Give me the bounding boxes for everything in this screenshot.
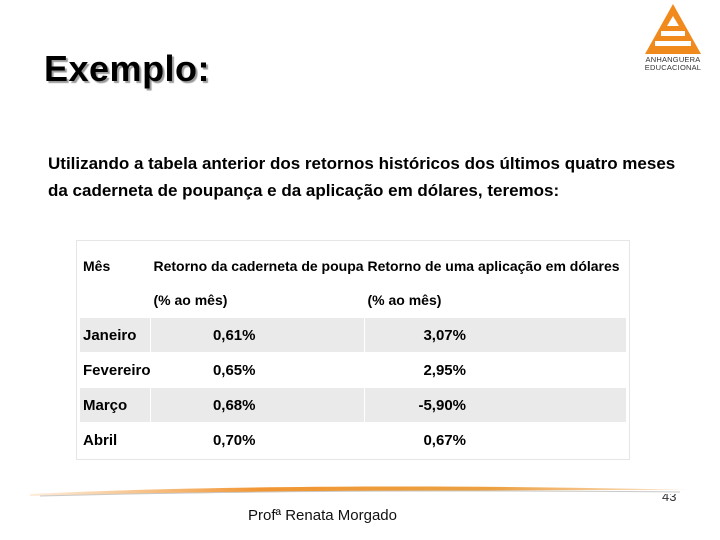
header-savings-line1: Retorno da caderneta de poupança bbox=[153, 258, 365, 274]
cell-savings: 0,70% bbox=[149, 422, 364, 457]
cell-month: Fevereiro bbox=[80, 352, 150, 388]
body-text: Utilizando a tabela anterior dos retorno… bbox=[48, 154, 676, 200]
header-dollars-line1: Retorno de uma aplicação em dólares bbox=[367, 258, 620, 274]
header-savings: Retorno da caderneta de poupança (% ao m… bbox=[149, 243, 365, 318]
page-number: 43 bbox=[662, 494, 677, 504]
header-month-line1: Mês bbox=[83, 258, 111, 274]
cell-month: Janeiro bbox=[80, 317, 150, 353]
header-month: Mês bbox=[80, 243, 150, 318]
header-savings-line2: (% ao mês) bbox=[153, 292, 228, 308]
triangle-logo-icon bbox=[645, 4, 701, 54]
returns-table: Mês Retorno da caderneta de poupança (% … bbox=[76, 240, 630, 460]
logo-text-line1: ANHANGUERA bbox=[645, 55, 701, 64]
table-row: Março 0,68% -5,90% bbox=[80, 387, 626, 423]
header-dollars: Retorno de uma aplicação em dólares (% a… bbox=[363, 243, 626, 318]
cell-month: Abril bbox=[80, 422, 150, 457]
returns-table-grid: Mês Retorno da caderneta de poupança (% … bbox=[80, 243, 626, 457]
table-row: Fevereiro 0,65% 2,95% bbox=[80, 352, 626, 388]
logo-text-line2: EDUCACIONAL bbox=[644, 63, 702, 72]
cell-dollars: -5,90% bbox=[363, 387, 626, 423]
cell-month: Março bbox=[80, 387, 150, 423]
table-row: Abril 0,70% 0,67% bbox=[80, 422, 626, 457]
cell-dollars: 3,07% bbox=[363, 317, 626, 353]
cell-dollars: 0,67% bbox=[363, 422, 626, 457]
cell-savings: 0,65% bbox=[149, 352, 364, 388]
footer-swoosh-decoration bbox=[30, 486, 690, 497]
table-row: Janeiro 0,61% 3,07% bbox=[80, 317, 626, 353]
cell-savings: 0,61% bbox=[149, 317, 364, 353]
cell-savings: 0,68% bbox=[149, 387, 364, 423]
header-dollars-line2: (% ao mês) bbox=[367, 292, 442, 308]
slide-title: Exemplo: bbox=[44, 48, 211, 89]
table-header-row: Mês Retorno da caderneta de poupança (% … bbox=[80, 243, 626, 318]
cell-dollars: 2,95% bbox=[363, 352, 626, 388]
footer-author: Profª Renata Morgado bbox=[248, 507, 397, 524]
anhanguera-logo: ANHANGUERA EDUCACIONAL bbox=[632, 2, 714, 78]
